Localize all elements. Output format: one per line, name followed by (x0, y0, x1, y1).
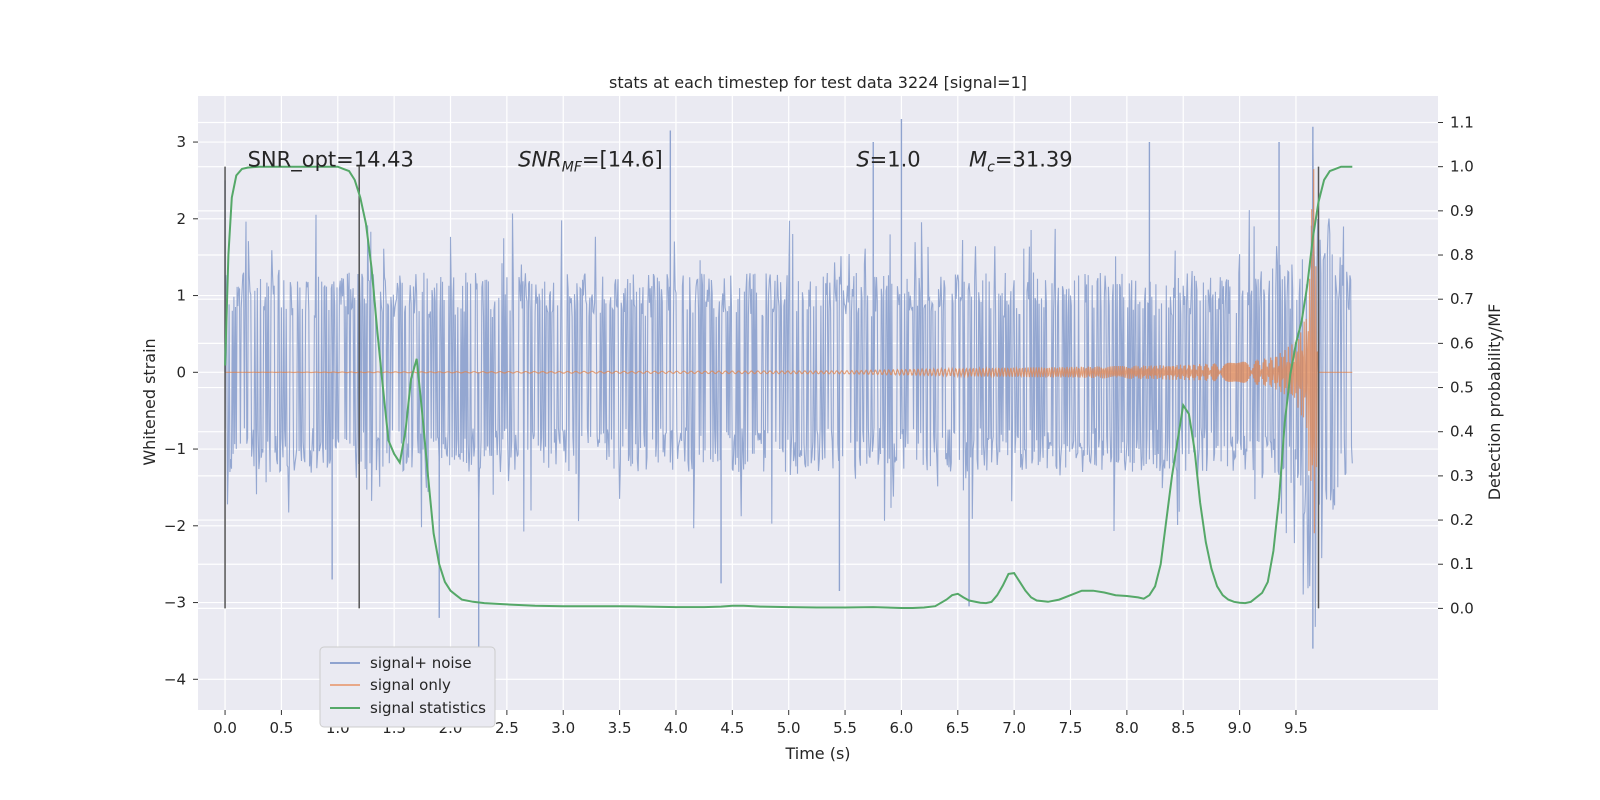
y-tick-label-6: −3 (164, 594, 186, 612)
y-tick-label-5: −2 (164, 517, 186, 535)
x-tick-label-8: 4.0 (664, 719, 688, 737)
annotation-3: Mc=31.39 (969, 148, 1073, 176)
y2-tick-label-7: 0.4 (1450, 423, 1474, 441)
y2-tick-label-4: 0.7 (1450, 290, 1474, 308)
x-tick-label-10: 5.0 (777, 719, 801, 737)
series-signal-statistics (224, 165, 1353, 609)
y2-tick-label-8: 0.3 (1450, 467, 1474, 485)
x-tick-label-12: 6.0 (889, 719, 913, 737)
annotation-1: SNRMF=[14.6] (518, 148, 663, 176)
y2-tick-label-9: 0.2 (1450, 511, 1474, 529)
y-tick-label-3: 0 (176, 363, 186, 381)
x-tick-label-18: 9.0 (1228, 719, 1252, 737)
x-tick-label-0: 0.0 (213, 719, 237, 737)
chart-title: stats at each timestep for test data 322… (609, 73, 1027, 92)
x-tick-label-14: 7.0 (1002, 719, 1026, 737)
y2-tick-label-1: 1.0 (1450, 158, 1474, 176)
legend-label-signal-noise: signal+ noise (370, 654, 472, 672)
x-tick-label-16: 8.0 (1115, 719, 1139, 737)
annotations: SNR_opt=14.43 SNRMF=[14.6] S=1.0 Mc=31.39 (248, 148, 1073, 176)
y2-axis-ticks: 1.1 1.0 0.9 0.8 0.7 0.6 0.5 0.4 0.3 0.2 0.1 0.0 (1438, 114, 1474, 617)
y-tick-label-4: −1 (164, 440, 186, 458)
legend: signal+ noise signal only signal statist… (319, 646, 496, 728)
x-tick-label-7: 3.5 (608, 719, 632, 737)
legend-box (319, 646, 496, 728)
y2-tick-label-10: 0.1 (1450, 555, 1474, 573)
vertical-markers (224, 166, 1320, 609)
y2-tick-label-5: 0.6 (1450, 334, 1474, 352)
x-tick-label-13: 6.5 (946, 719, 970, 737)
x-tick-label-19: 9.5 (1284, 719, 1308, 737)
x-tick-label-17: 8.5 (1171, 719, 1195, 737)
y-tick-label-2: 1 (176, 287, 186, 305)
annotation-2: S=1.0 (856, 148, 920, 172)
y2-tick-label-3: 0.8 (1450, 246, 1474, 264)
series-signal-only (225, 169, 1353, 534)
signal-only-trace (225, 169, 1353, 534)
x-tick-label-9: 4.5 (720, 719, 744, 737)
y2-axis-label: Detection probability/MF (1485, 304, 1504, 501)
y2-tick-label-2: 0.9 (1450, 202, 1474, 220)
signal-statistics-line (224, 165, 1353, 609)
y-axis-label: Whitened strain (140, 338, 159, 465)
x-axis-label: Time (s) (784, 744, 850, 763)
x-axis-ticks: 0.0 0.5 1.0 1.5 2.0 2.5 3.0 3.5 4.0 4.5 5.0 5.5 6.0 6… (213, 710, 1308, 737)
legend-label-signal-only: signal only (370, 676, 451, 694)
y2-tick-label-0: 1.1 (1450, 114, 1474, 132)
signal-noise-trace (224, 141, 1353, 627)
y2-tick-label-6: 0.5 (1450, 379, 1474, 397)
y-axis-ticks: 3 2 1 0 −1 −2 −3 −4 (164, 133, 198, 688)
annotation-0: SNR_opt=14.43 (248, 148, 414, 173)
x-tick-label-6: 3.0 (551, 719, 575, 737)
x-tick-label-1: 0.5 (269, 719, 293, 737)
y-tick-label-0: 3 (176, 133, 186, 151)
x-tick-label-5: 2.5 (495, 719, 519, 737)
y-tick-label-7: −4 (164, 670, 186, 688)
legend-label-signal-statistics: signal statistics (370, 699, 486, 717)
x-tick-label-11: 5.5 (833, 719, 857, 737)
x-tick-label-15: 7.5 (1059, 719, 1083, 737)
y-tick-label-1: 2 (176, 210, 186, 228)
y2-tick-label-11: 0.0 (1450, 599, 1474, 617)
